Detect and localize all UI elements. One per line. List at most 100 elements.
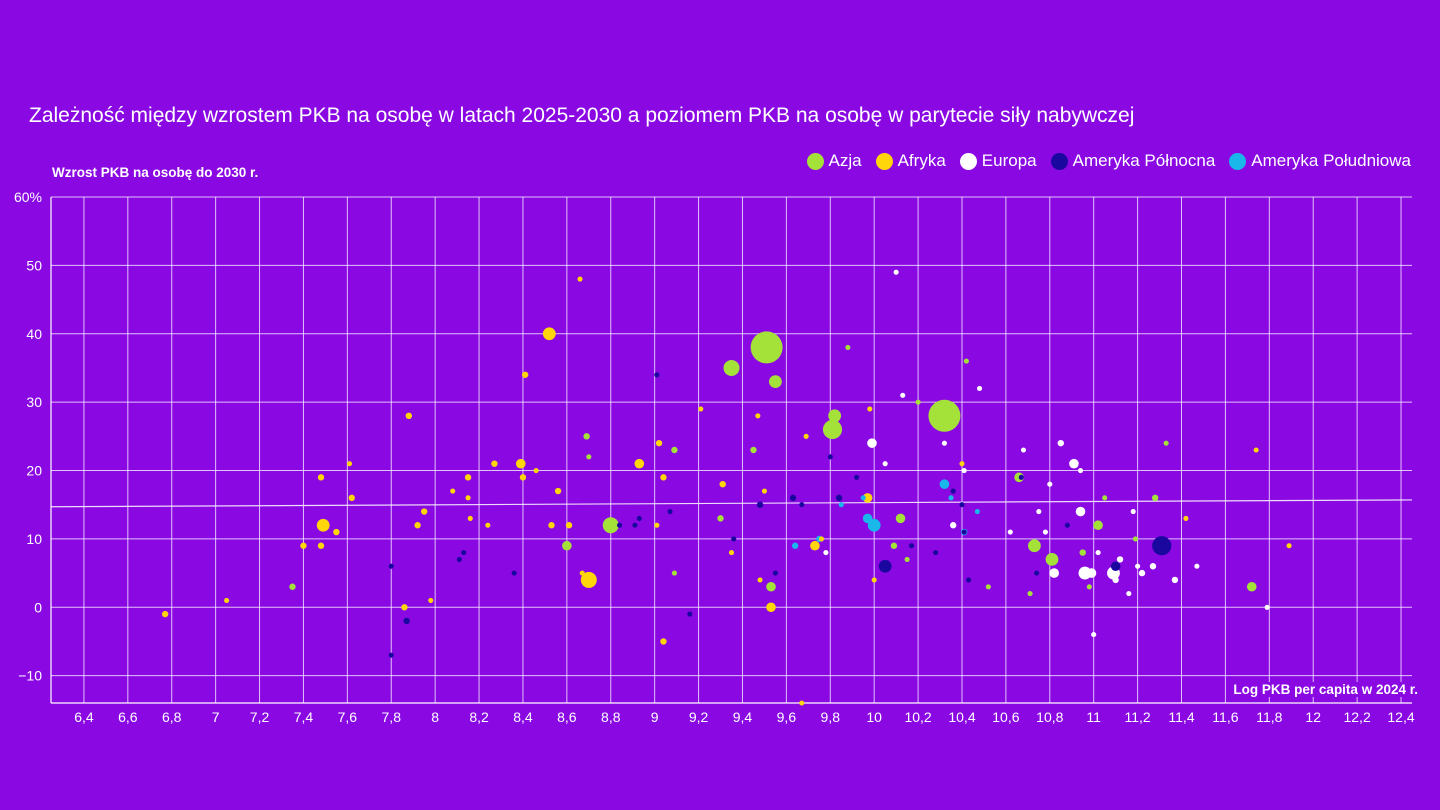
- x-tick-label: 11: [1086, 709, 1101, 725]
- data-point-ameryka-polnocna: [835, 494, 843, 502]
- data-point-azja: [723, 359, 740, 376]
- data-point-ameryka-polnocna: [966, 577, 972, 583]
- data-point-afryka: [580, 571, 597, 588]
- data-point-azja: [750, 446, 757, 454]
- data-point-ameryka-polnocna: [1152, 536, 1172, 556]
- data-point-ameryka-polnocna: [878, 559, 892, 573]
- data-point-ameryka-poludniowa: [948, 495, 954, 501]
- data-point-europa: [882, 461, 888, 467]
- trend-line: [50, 499, 1413, 508]
- y-tick-label: 40: [26, 326, 42, 342]
- data-point-ameryka-poludniowa: [860, 495, 866, 501]
- data-point-ameryka-polnocna: [933, 550, 939, 556]
- legend-swatch: [806, 152, 824, 170]
- data-point-azja: [845, 344, 851, 350]
- legend-item: Ameryka Północna: [1050, 151, 1216, 171]
- x-tick-label: 9,2: [689, 709, 709, 725]
- y-tick-label: 0: [34, 599, 42, 615]
- legend-label: Azja: [828, 151, 862, 170]
- data-point-ameryka-polnocna: [636, 515, 642, 521]
- x-tick-label: 8,8: [601, 709, 621, 725]
- data-point-europa: [950, 522, 957, 529]
- data-point-europa: [1047, 481, 1053, 487]
- data-point-ameryka-poludniowa: [939, 479, 950, 489]
- legend-item: Europa: [959, 151, 1037, 171]
- x-tick-label: 11,8: [1256, 709, 1282, 725]
- data-point-azja: [289, 583, 296, 590]
- x-tick-label: 12,4: [1387, 709, 1414, 725]
- data-point-europa: [1069, 458, 1079, 469]
- data-point-europa: [1149, 563, 1157, 570]
- y-tick-label: 50: [26, 257, 42, 273]
- legend-item: Afryka: [875, 151, 946, 171]
- y-tick-label: 20: [26, 463, 42, 479]
- data-point-afryka: [224, 597, 230, 603]
- data-point-europa: [1171, 576, 1179, 584]
- data-point-azja: [602, 517, 619, 534]
- data-point-ameryka-polnocna: [1034, 570, 1040, 576]
- data-point-afryka: [450, 488, 456, 494]
- data-point-azja: [1045, 553, 1059, 566]
- data-point-europa: [1020, 447, 1027, 453]
- x-tick-label: 8,6: [557, 709, 577, 725]
- x-tick-label: 11,2: [1124, 709, 1150, 725]
- x-tick-label: 8: [431, 709, 439, 725]
- data-point-europa: [1057, 439, 1064, 447]
- legend-swatch: [1050, 152, 1068, 170]
- data-point-azja: [750, 331, 783, 364]
- data-point-afryka: [862, 493, 873, 503]
- data-point-europa: [1095, 550, 1101, 556]
- data-point-afryka: [1286, 543, 1292, 549]
- y-tick-label: −10: [18, 668, 42, 684]
- data-point-afryka: [565, 522, 573, 529]
- data-point-afryka: [542, 327, 556, 341]
- data-point-azja: [890, 542, 898, 549]
- data-point-azja: [766, 581, 776, 592]
- data-point-azja: [1079, 549, 1086, 556]
- data-point-afryka: [485, 522, 491, 528]
- x-tick-label: 8,2: [469, 709, 489, 725]
- data-point-afryka: [728, 550, 735, 556]
- data-point-ameryka-polnocna: [772, 570, 778, 576]
- data-point-afryka: [719, 480, 726, 488]
- x-tick-label: 10,8: [1036, 709, 1063, 725]
- data-point-azja: [895, 513, 906, 524]
- data-point-europa: [1126, 591, 1132, 597]
- data-point-europa: [961, 467, 967, 474]
- data-point-ameryka-polnocna: [756, 501, 764, 508]
- data-point-europa: [893, 269, 899, 275]
- x-tick-label: 10,6: [992, 709, 1019, 725]
- data-point-azja: [769, 375, 782, 389]
- data-point-azja: [822, 419, 843, 440]
- data-point-ameryka-polnocna: [667, 508, 673, 515]
- data-point-ameryka-polnocna: [687, 611, 693, 617]
- y-axis-label: Wzrost PKB na osobę do 2030 r.: [52, 165, 259, 180]
- x-tick-label: 9: [651, 709, 659, 725]
- data-point-afryka: [420, 508, 428, 515]
- data-point-ameryka-polnocna: [908, 543, 915, 549]
- data-point-azja: [1132, 536, 1138, 542]
- data-point-afryka: [577, 276, 583, 282]
- data-point-afryka: [521, 371, 529, 378]
- x-tick-label: 11,6: [1212, 709, 1238, 725]
- data-point-ameryka-poludniowa: [867, 518, 881, 532]
- legend-item: Ameryka Południowa: [1229, 151, 1411, 171]
- data-point-afryka: [1183, 515, 1189, 521]
- data-point-afryka: [428, 597, 434, 603]
- data-point-afryka: [348, 494, 355, 502]
- data-point-azja: [915, 399, 921, 405]
- data-point-europa: [1194, 563, 1200, 569]
- data-point-afryka: [579, 570, 585, 576]
- x-tick-label: 10: [866, 709, 882, 725]
- data-point-afryka: [465, 495, 471, 501]
- data-point-afryka: [634, 458, 645, 469]
- data-point-europa: [1036, 508, 1042, 515]
- data-point-afryka: [300, 542, 307, 549]
- data-point-afryka: [405, 412, 413, 420]
- data-point-azja: [717, 515, 724, 522]
- data-point-afryka: [755, 413, 761, 419]
- legend-label: Ameryka Północna: [1072, 151, 1216, 170]
- legend-swatch: [875, 152, 893, 170]
